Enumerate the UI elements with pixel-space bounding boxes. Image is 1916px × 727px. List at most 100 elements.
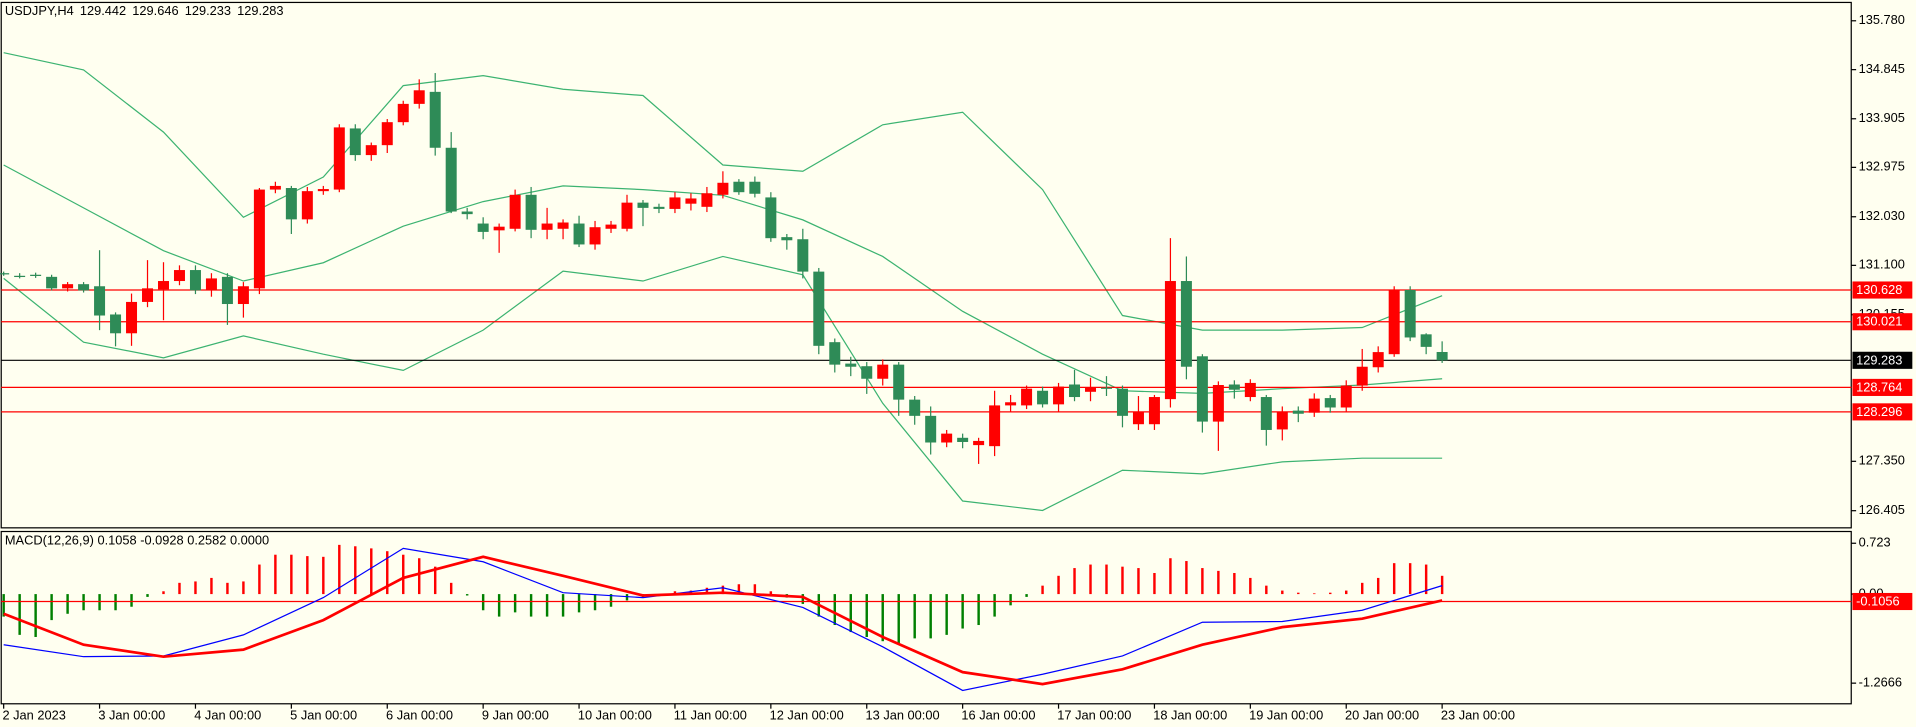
level-label-box xyxy=(1852,403,1913,421)
candle-body xyxy=(62,284,74,289)
candle-body xyxy=(541,223,553,230)
candle-body xyxy=(1212,385,1224,422)
macd-line xyxy=(3,547,1443,692)
candle-body xyxy=(861,366,873,379)
candle-body xyxy=(765,197,777,239)
ohlc-close: 129.283 xyxy=(237,4,283,19)
candle-body xyxy=(1100,387,1112,389)
y-tick-label: 0.723 xyxy=(1859,535,1891,550)
candle-body xyxy=(94,286,106,316)
band-lower xyxy=(3,255,1443,512)
level-label: 130.628 xyxy=(1856,282,1902,297)
ohlc-high: 129.646 xyxy=(132,4,178,19)
x-tick-label: 4 Jan 00:00 xyxy=(194,707,261,722)
candle-body xyxy=(189,270,201,291)
candle-body xyxy=(797,239,809,272)
x-tick-label: 20 Jan 00:00 xyxy=(1345,707,1419,722)
current-price-label: 129.283 xyxy=(1856,352,1902,367)
candle-body xyxy=(445,147,457,212)
candle-body xyxy=(429,91,441,148)
candle-body xyxy=(78,284,90,291)
x-tick-label: 3 Jan 00:00 xyxy=(98,707,165,722)
candle-body xyxy=(893,364,905,400)
x-tick-label: 18 Jan 00:00 xyxy=(1153,707,1227,722)
candle-body xyxy=(1196,356,1208,422)
candle-body xyxy=(557,222,569,229)
candle-body xyxy=(1436,351,1448,361)
symbol: USDJPY,H4 xyxy=(5,4,74,19)
y-tick-label: 131.100 xyxy=(1859,257,1905,272)
candle-body xyxy=(733,181,745,193)
candle-body xyxy=(1260,397,1272,430)
candle-body xyxy=(1356,366,1368,386)
candle-body xyxy=(1308,398,1320,413)
y-tick-label: 126.405 xyxy=(1859,502,1905,517)
candle-body xyxy=(989,405,1001,447)
candle-body xyxy=(413,90,425,104)
candle-body xyxy=(877,364,889,379)
level-label-box xyxy=(1852,313,1913,331)
candle-body xyxy=(46,276,58,289)
candle-body xyxy=(717,182,729,195)
ohlc-low: 129.233 xyxy=(185,4,231,19)
x-tick-label: 5 Jan 00:00 xyxy=(290,707,357,722)
candle-body xyxy=(1037,390,1049,405)
y-tick-label: 134.845 xyxy=(1859,61,1905,76)
candle-body xyxy=(749,181,761,194)
level-label: 130.021 xyxy=(1856,314,1902,329)
candle-body xyxy=(461,211,473,215)
candle-body xyxy=(142,288,154,302)
x-tick-label: 2 Jan 2023 xyxy=(2,707,65,722)
y-tick-label: -1.2666 xyxy=(1859,675,1902,690)
candle-body xyxy=(637,202,649,208)
candle-body xyxy=(685,198,697,204)
x-tick-label: 10 Jan 00:00 xyxy=(578,707,652,722)
candle-body xyxy=(317,189,329,192)
candle-body xyxy=(509,194,521,229)
candle-body xyxy=(1069,384,1081,398)
level-label: -0.1056 xyxy=(1856,594,1899,609)
candle-body xyxy=(1244,382,1256,398)
candle-body xyxy=(1420,334,1432,347)
x-tick-label: 13 Jan 00:00 xyxy=(866,707,940,722)
candle-body xyxy=(813,271,825,346)
candle-body xyxy=(1132,411,1144,425)
candle-body xyxy=(0,273,10,275)
candle-body xyxy=(1372,352,1384,368)
candle-body xyxy=(701,193,713,207)
level-label-box xyxy=(1852,592,1913,611)
candle-body xyxy=(205,278,217,291)
candle-body xyxy=(349,128,361,156)
candle-body xyxy=(925,415,937,443)
candle-body xyxy=(941,433,953,443)
candle-body xyxy=(589,227,601,245)
candle-body xyxy=(1180,281,1192,367)
candle-body xyxy=(253,189,265,289)
candle-body xyxy=(1053,386,1065,405)
candle-body xyxy=(1005,402,1017,406)
level-label-box xyxy=(1852,378,1913,396)
candle-body xyxy=(669,197,681,209)
candle-body xyxy=(1228,384,1240,390)
candle-body xyxy=(333,127,345,190)
candle-body xyxy=(1404,289,1416,338)
candle-body xyxy=(477,223,489,232)
candle-body xyxy=(957,437,969,442)
candle-body xyxy=(1085,387,1097,392)
candle-body xyxy=(237,286,249,305)
y-tick-label: 135.780 xyxy=(1859,12,1905,27)
candle-body xyxy=(1164,281,1176,400)
candle-body xyxy=(493,226,505,231)
macd-pane xyxy=(0,530,1852,705)
x-tick-label: 16 Jan 00:00 xyxy=(961,707,1035,722)
macd-header: MACD(12,26,9) 0.1058 -0.0928 0.2582 0.00… xyxy=(5,533,269,548)
candle-body xyxy=(365,145,377,156)
candle-body xyxy=(973,440,985,446)
candle-body xyxy=(1276,411,1288,430)
x-tick-label: 23 Jan 00:00 xyxy=(1441,707,1515,722)
candle-body xyxy=(285,188,297,220)
x-tick-label: 17 Jan 00:00 xyxy=(1057,707,1131,722)
candle-body xyxy=(1292,410,1304,414)
candle-body xyxy=(397,103,409,123)
